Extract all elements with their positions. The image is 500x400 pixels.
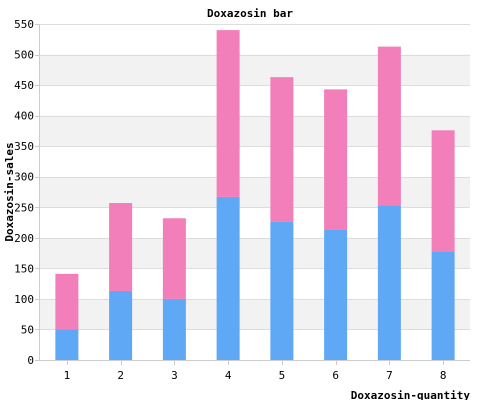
bars — [55, 30, 455, 360]
plot-band — [40, 298, 470, 330]
bar-segment-lower — [109, 290, 133, 360]
plot-band — [40, 329, 470, 360]
bar-segment-lower — [216, 196, 240, 360]
y-tick-label: 250 — [14, 201, 34, 214]
x-tick-labels: 1 2 3 4 5 6 7 8 — [64, 360, 447, 382]
plot-band — [40, 207, 470, 238]
y-tick-label: 500 — [14, 49, 34, 62]
plot-band — [40, 85, 470, 116]
bar-segment-upper — [216, 30, 240, 197]
y-tick-label: 400 — [14, 110, 34, 123]
y-tick-labels: 0 50 100 150 200 250 300 350 400 450 500 550 — [14, 18, 40, 367]
bar-segment-lower — [55, 329, 79, 360]
x-tick-label: 7 — [386, 369, 393, 382]
axes — [39, 24, 470, 361]
bar-segment-lower — [324, 229, 348, 360]
bar-segment-lower — [162, 298, 186, 360]
plot-band — [40, 54, 470, 86]
bar-segment-upper — [324, 89, 348, 230]
plot-background — [40, 24, 470, 360]
y-tick-label: 100 — [14, 293, 34, 306]
y-tick-label: 550 — [14, 18, 34, 31]
plot-band — [40, 176, 470, 208]
y-tick-label: 50 — [21, 323, 34, 336]
plot-band — [40, 237, 470, 269]
y-axis-label: Doxazosin-sales — [3, 142, 16, 241]
y-tick-label: 450 — [14, 79, 34, 92]
bar-segment-lower — [431, 251, 455, 360]
x-tick-label: 8 — [440, 369, 447, 382]
x-tick-label: 1 — [64, 369, 71, 382]
chart-title: Doxazosin bar — [207, 7, 293, 20]
bar-segment-upper — [109, 202, 133, 291]
plot-band — [40, 24, 470, 55]
bar-segment-lower — [377, 205, 401, 360]
x-tick-label: 6 — [332, 369, 339, 382]
plot-band — [40, 115, 470, 147]
bar-segment-upper — [431, 130, 455, 252]
bar-segment-upper — [377, 46, 401, 206]
x-tick-label: 4 — [225, 369, 232, 382]
plot-band — [40, 268, 470, 299]
y-tick-label: 350 — [14, 140, 34, 153]
y-tick-label: 0 — [27, 354, 34, 367]
x-tick-label: 3 — [171, 369, 178, 382]
y-tick-label: 200 — [14, 232, 34, 245]
y-tick-label: 150 — [14, 262, 34, 275]
bar-segment-upper — [55, 273, 79, 330]
bar-segment-upper — [270, 77, 294, 222]
y-tick-label: 300 — [14, 171, 34, 184]
plot-band — [40, 146, 470, 177]
x-tick-label: 2 — [117, 369, 124, 382]
bar-segment-lower — [270, 221, 294, 360]
bar-segment-upper — [162, 218, 186, 299]
x-tick-label: 5 — [279, 369, 286, 382]
x-axis-label: Doxazosin-quantity — [351, 389, 471, 400]
